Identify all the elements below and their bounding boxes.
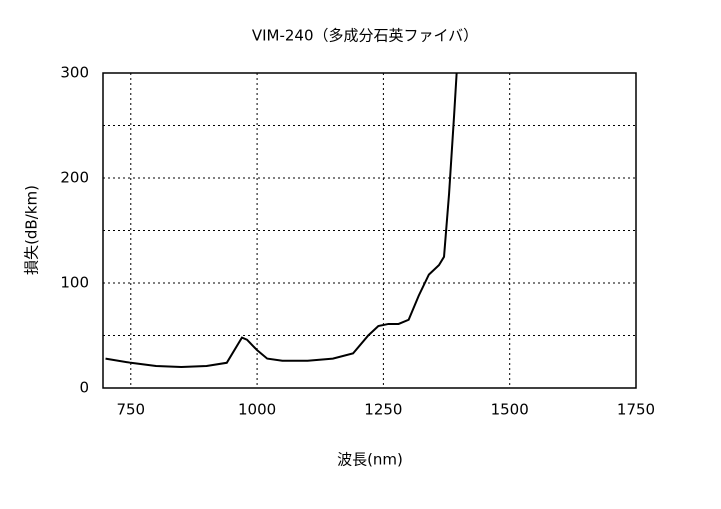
y-tick-label: 300 bbox=[60, 64, 89, 82]
x-tick-label: 1250 bbox=[364, 401, 402, 419]
chart-title: VIM-240（多成分石英ファイバ） bbox=[252, 27, 478, 45]
data-line bbox=[105, 72, 458, 369]
x-tick-label: 1500 bbox=[491, 401, 529, 419]
y-tick-label: 200 bbox=[60, 169, 89, 187]
y-tick-label: 0 bbox=[79, 379, 89, 397]
x-tick-label: 750 bbox=[116, 401, 145, 419]
y-tick-label: 100 bbox=[60, 274, 89, 292]
x-tick-label: 1750 bbox=[617, 401, 655, 419]
x-tick-label: 1000 bbox=[238, 401, 276, 419]
x-axis-label: 波長(nm) bbox=[337, 451, 403, 469]
y-axis-label: 損失(dB/km) bbox=[23, 185, 41, 275]
